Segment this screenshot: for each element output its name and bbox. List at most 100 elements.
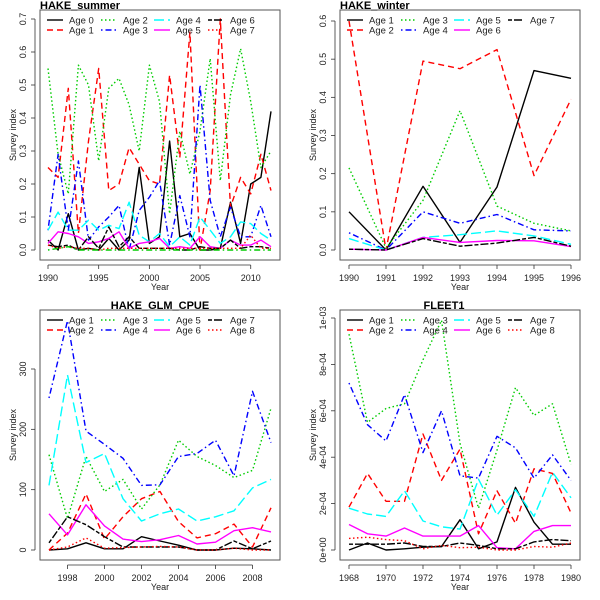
- x-tick-label: 1995: [524, 273, 544, 283]
- series-line-age-7: [48, 516, 272, 551]
- legend-label: Age 3: [123, 26, 148, 37]
- legend-label: Age 5: [176, 26, 201, 37]
- series-line-age-6: [48, 504, 272, 545]
- x-tick-label: 2005: [190, 273, 210, 283]
- legend-label: Age 8: [530, 326, 555, 337]
- legend-label: Age 5: [176, 316, 201, 327]
- legend-label: Age 7: [230, 316, 255, 327]
- x-tick-label: 1970: [376, 573, 396, 583]
- series-line-age-7: [47, 234, 271, 251]
- series-line-age-3: [47, 84, 272, 251]
- series-line-age-1: [47, 18, 272, 251]
- x-tick-label: 2000: [139, 273, 159, 283]
- x-tick-label: 1976: [487, 573, 507, 583]
- panel-fleet1: FLEET1 1968 1970 1972 1974 1976 1978 1980 Year 0e…: [308, 300, 581, 592]
- plot-frame: [39, 9, 281, 261]
- series-line-age-4: [348, 382, 572, 481]
- y-tick-label: 0.6: [18, 46, 28, 59]
- y-tick-label: 0.2: [18, 178, 28, 191]
- y-tick-label: 1e-03: [318, 306, 328, 329]
- legend-label: Age 4: [423, 26, 448, 37]
- y-tick-label: 2e-04: [318, 492, 328, 515]
- panel-hake-summer: HAKE_summer 1990 1995 2000 2005 2010 Year 0.0 0.…: [8, 0, 281, 292]
- series-line-age-1: [48, 536, 272, 551]
- x-tick-label: 1996: [561, 273, 581, 283]
- x-tick-label: 1998: [57, 573, 77, 583]
- legend-label: Age 1: [69, 26, 94, 37]
- x-tick-label: 1991: [376, 273, 396, 283]
- series-line-age-5: [348, 471, 572, 530]
- legend-label: Age 1: [369, 316, 394, 327]
- x-tick-label: 2008: [242, 573, 262, 583]
- legend-label: Age 5: [476, 316, 501, 327]
- x-axis-label: Year: [151, 282, 169, 292]
- legend-label: Age 6: [176, 326, 201, 337]
- series-line-age-7: [348, 236, 572, 251]
- x-axis-label: Year: [451, 282, 469, 292]
- x-tick-label: 2006: [205, 573, 225, 583]
- y-tick-label: 0.5: [318, 53, 328, 66]
- y-axis-label: Survey index: [308, 108, 318, 161]
- legend-label: Age 8: [230, 326, 255, 337]
- x-tick-label: 2000: [94, 573, 114, 583]
- x-tick-label: 1990: [339, 273, 359, 283]
- series-line-age-2: [348, 433, 572, 535]
- legend-label: Age 3: [423, 16, 448, 27]
- legend-label: Age 6: [476, 26, 501, 37]
- y-tick-label: 0.3: [18, 145, 28, 158]
- series-line-age-4: [47, 201, 272, 248]
- x-tick-label: 1978: [524, 573, 544, 583]
- x-axis-label: Year: [451, 582, 469, 592]
- x-tick-label: 2010: [241, 273, 261, 283]
- x-axis-label: Year: [151, 582, 169, 592]
- y-tick-label: 4e-04: [318, 446, 328, 469]
- x-tick-label: 1972: [413, 573, 433, 583]
- chart-title: HAKE_GLM_CPUE: [111, 300, 209, 312]
- y-tick-label: 100: [18, 482, 28, 497]
- y-tick-label: 0: [18, 547, 28, 552]
- x-tick-label: 1994: [487, 273, 507, 283]
- series-line-age-6: [348, 523, 571, 550]
- legend-label: Age 2: [369, 326, 394, 337]
- y-tick-label: 300: [18, 361, 28, 376]
- legend-label: Age 2: [123, 16, 148, 27]
- y-tick-label: 0.4: [318, 91, 328, 104]
- x-tick-label: 1992: [413, 273, 433, 283]
- legend-label: Age 0: [69, 16, 94, 27]
- x-tick-label: 1980: [561, 573, 581, 583]
- y-tick-label: 0.5: [18, 79, 28, 92]
- legend-label: Age 5: [476, 16, 501, 27]
- x-tick-label: 1995: [89, 273, 109, 283]
- legend-label: Age 3: [123, 316, 148, 327]
- x-tick-label: 1968: [339, 573, 359, 583]
- panel-hake-winter: HAKE_winter 1990 1991 1992 1993 1994 1995 1996 Y…: [308, 0, 581, 292]
- x-tick-label: 1990: [38, 273, 58, 283]
- y-tick-label: 0.0: [318, 244, 328, 257]
- x-tick-label: 1974: [450, 573, 470, 583]
- legend-label: Age 6: [476, 326, 501, 337]
- y-tick-label: 0.1: [18, 211, 28, 224]
- legend-label: Age 4: [176, 16, 201, 27]
- legend-label: Age 1: [69, 316, 94, 327]
- series-line-age-2: [348, 20, 572, 251]
- series-line-age-6: [348, 236, 572, 251]
- legend-label: Age 2: [369, 26, 394, 37]
- y-tick-label: 6e-04: [318, 399, 328, 422]
- y-axis-label: Survey index: [8, 108, 18, 161]
- legend-label: Age 7: [530, 16, 555, 27]
- legend-label: Age 7: [530, 316, 555, 327]
- y-tick-label: 0.1: [318, 206, 328, 219]
- plot-frame: [339, 309, 581, 561]
- legend-label: Age 1: [369, 16, 394, 27]
- plot-frame: [39, 309, 281, 561]
- series-line-age-8: [348, 536, 572, 551]
- x-tick-label: 1993: [450, 273, 470, 283]
- series-line-age-1: [348, 486, 571, 551]
- y-tick-label: 0.6: [318, 15, 328, 28]
- y-tick-label: 0.7: [18, 13, 28, 26]
